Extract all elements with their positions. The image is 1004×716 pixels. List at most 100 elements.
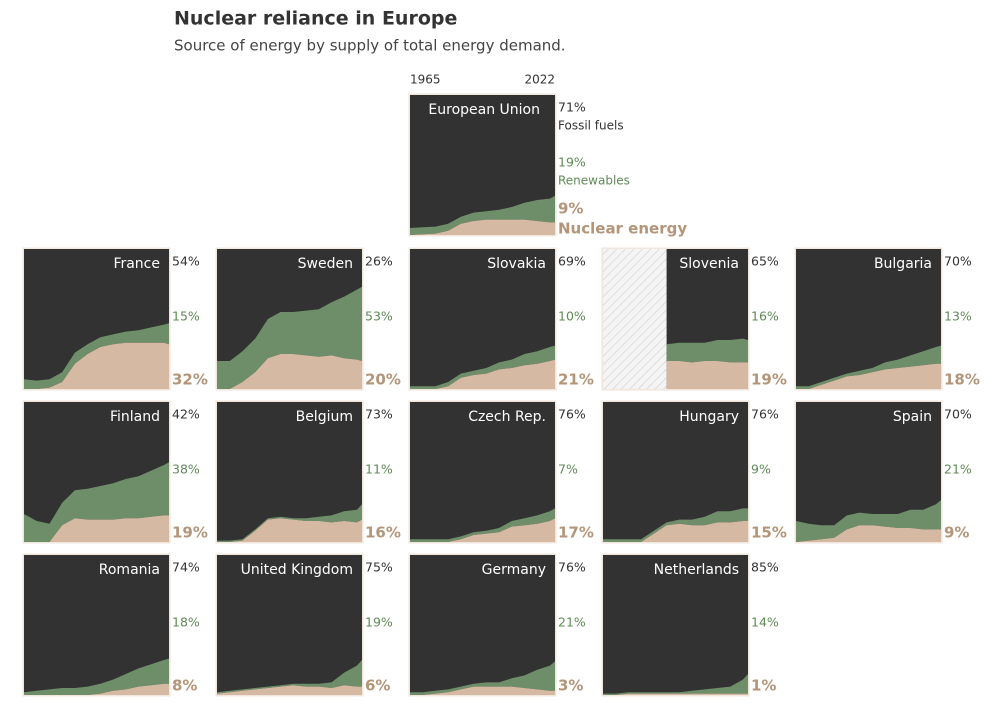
- nuclear-area: [410, 219, 555, 235]
- nuclear-label: 19%: [751, 371, 787, 389]
- nuclear-label: 17%: [558, 524, 594, 542]
- renewables-label: 13%: [944, 309, 972, 324]
- renewables-area: [24, 323, 169, 389]
- nuclear-label: 20%: [365, 371, 401, 389]
- nuclear-area: [24, 342, 169, 389]
- panel: Belgium 73% 11% 16%: [215, 400, 401, 544]
- fossil-area: [217, 555, 362, 695]
- fossil-label: 85%: [751, 560, 779, 575]
- no-data: [603, 249, 667, 389]
- nuclear-label: 16%: [365, 524, 401, 542]
- renewables-label: 7%: [558, 462, 578, 477]
- fossil-label: 76%: [751, 407, 779, 422]
- panel: Netherlands 85% 14% 1%: [601, 553, 779, 697]
- nuclear-label: 19%: [172, 524, 208, 542]
- fossil-label: 75%: [365, 560, 393, 575]
- nuclear-label: 1%: [751, 677, 776, 695]
- fossil-label: 76%: [558, 407, 586, 422]
- nuclear-area: [410, 359, 555, 389]
- panel-name: Slovenia: [679, 256, 739, 272]
- nuclear-label: 9%: [558, 200, 583, 218]
- legend-nuclear: Nuclear energy: [558, 220, 687, 238]
- renewables-label: 21%: [558, 615, 586, 630]
- panel: Slovenia 65% 16% 19%: [601, 247, 787, 391]
- renewables-label: 18%: [172, 615, 200, 630]
- panel-name: Belgium: [296, 409, 353, 425]
- renewables-label: 15%: [172, 309, 200, 324]
- panel-name: Hungary: [679, 409, 739, 425]
- panel: United Kingdom 75% 19% 6%: [215, 553, 393, 697]
- fossil-label: 71%: [558, 100, 586, 115]
- nuclear-label: 8%: [172, 677, 197, 695]
- renewables-area: [217, 286, 362, 389]
- nuclear-label: 6%: [365, 677, 390, 695]
- panel: Bulgaria 70% 13% 18%: [794, 247, 980, 391]
- legend-fossil: Fossil fuels: [558, 119, 624, 133]
- renewables-area: [666, 338, 748, 363]
- renewables-label: 9%: [751, 462, 771, 477]
- nuclear-area: [603, 693, 748, 695]
- nuclear-area: [666, 361, 748, 389]
- nuclear-label: 3%: [558, 677, 583, 695]
- renewables-label: 19%: [365, 615, 393, 630]
- renewables-area: [24, 658, 169, 695]
- fossil-label: 76%: [558, 560, 586, 575]
- nuclear-label: 15%: [751, 524, 787, 542]
- fossil-label: 26%: [365, 254, 393, 269]
- nuclear-area: [24, 515, 169, 542]
- legend-renewables: Renewables: [558, 174, 630, 188]
- renewables-label: 11%: [365, 462, 393, 477]
- panel-name: Spain: [893, 409, 932, 425]
- panel: European Union 71% 19% 9% Fossil fuels Renewa…: [408, 73, 687, 238]
- renewables-area: [796, 500, 941, 542]
- fossil-label: 70%: [944, 254, 972, 269]
- renewables-label: 10%: [558, 309, 586, 324]
- renewables-area: [410, 195, 555, 235]
- nuclear-label: 32%: [172, 371, 208, 389]
- x-tick-label: 1965: [410, 73, 441, 87]
- panel: Czech Rep. 76% 7% 17%: [408, 400, 594, 544]
- fossil-label: 74%: [172, 560, 200, 575]
- panel: Sweden 26% 53% 20%: [215, 247, 401, 391]
- renewables-area: [24, 462, 169, 542]
- renewables-label: 38%: [172, 462, 200, 477]
- nuclear-area: [603, 521, 748, 542]
- panel-name: United Kingdom: [241, 562, 353, 578]
- panel: Hungary 76% 9% 15%: [601, 400, 787, 544]
- nuclear-area: [217, 685, 362, 695]
- chart-title: Nuclear reliance in Europe: [174, 8, 457, 30]
- nuclear-label: 9%: [944, 524, 969, 542]
- panel-name: Sweden: [298, 256, 353, 272]
- renewables-area: [603, 674, 748, 695]
- fossil-label: 65%: [751, 254, 779, 269]
- fossil-label: 70%: [944, 407, 972, 422]
- renewables-label: 19%: [558, 155, 586, 170]
- nuclear-label: 18%: [944, 371, 980, 389]
- panel-name: Bulgaria: [874, 256, 932, 272]
- fossil-area: [603, 555, 748, 695]
- renewables-label: 53%: [365, 309, 393, 324]
- panel-name: Slovakia: [487, 256, 546, 272]
- fossil-label: 42%: [172, 407, 200, 422]
- x-tick-label: 2022: [524, 73, 555, 87]
- fossil-label: 69%: [558, 254, 586, 269]
- nuclear-area: [796, 363, 941, 389]
- panel: Germany 76% 21% 3%: [408, 553, 586, 697]
- renewables-label: 14%: [751, 615, 779, 630]
- renewables-area: [217, 660, 362, 694]
- panel: France 54% 15% 32%: [22, 247, 208, 391]
- panel-name: European Union: [428, 102, 540, 118]
- nuclear-area: [410, 518, 555, 542]
- panel-name: Germany: [482, 562, 546, 578]
- nuclear-area: [217, 518, 362, 542]
- nuclear-area: [410, 686, 555, 695]
- renewables-area: [410, 661, 555, 695]
- panel-name: Romania: [99, 562, 160, 578]
- panel-name: Czech Rep.: [468, 409, 546, 425]
- fossil-label: 54%: [172, 254, 200, 269]
- panel-name: Netherlands: [654, 562, 739, 578]
- renewables-area: [603, 508, 748, 542]
- panel: Spain 70% 21% 9%: [794, 400, 972, 544]
- chart-subtitle: Source of energy by supply of total ener…: [174, 37, 566, 55]
